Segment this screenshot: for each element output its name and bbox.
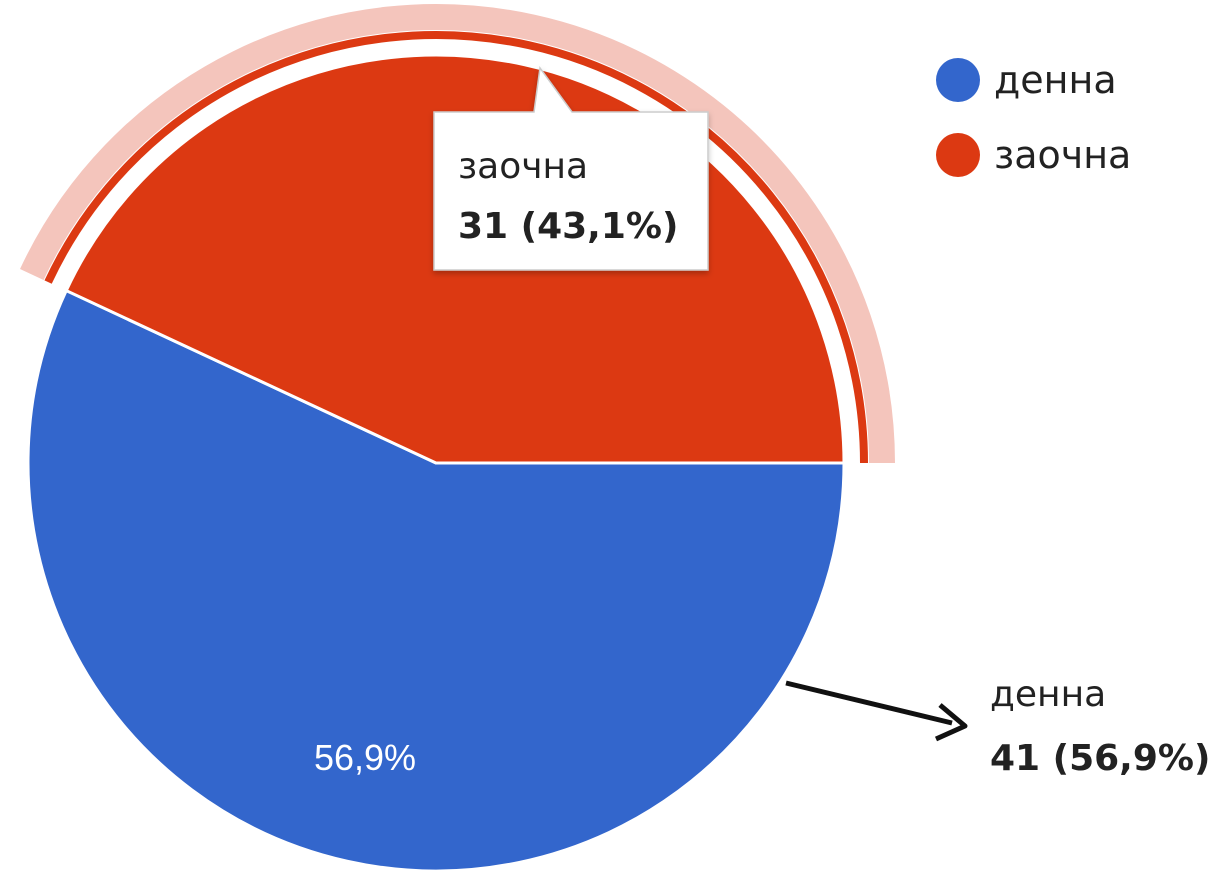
hover-highlight-ring [20,4,895,464]
callout-value: 41 (56,9%) [990,738,1210,779]
callout-arrowhead [934,703,968,742]
tooltip-value: 31 (43,1%) [458,206,678,247]
callout-arrow-line [785,680,953,726]
legend-item-zaochna[interactable]: заочна [936,133,1131,177]
legend-item-denna[interactable]: денна [936,58,1117,102]
tooltip-series-name: заочна [458,146,588,187]
legend: денна заочна [936,58,1131,177]
callout-series-name: денна [990,674,1106,715]
hover-highlight-edge [44,31,868,464]
slice-percent-label: 56,9% [314,737,416,778]
tooltip-box [433,66,709,271]
callout: денна 41 (56,9%) [785,674,1210,779]
legend-label-zaochna: заочна [994,133,1131,177]
legend-label-denna: денна [994,58,1117,102]
pie-slice-denna[interactable] [26,288,846,870]
legend-marker-zaochna [936,133,980,177]
tooltip: заочна 31 (43,1%) [433,66,709,271]
legend-marker-denna [936,58,980,102]
